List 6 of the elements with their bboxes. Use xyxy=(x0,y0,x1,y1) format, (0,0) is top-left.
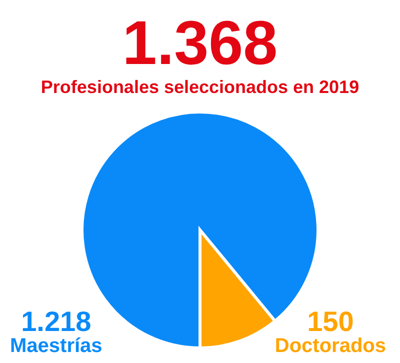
chart-title: 1.368 xyxy=(122,9,278,78)
data-label: 1.218 xyxy=(20,306,92,337)
slice-label: Maestrías xyxy=(10,335,102,357)
data-label: 150 xyxy=(306,306,355,337)
slice-label: Doctorados xyxy=(274,335,386,357)
chart-subtitle: Profesionales seleccionados en 2019 xyxy=(40,77,360,97)
